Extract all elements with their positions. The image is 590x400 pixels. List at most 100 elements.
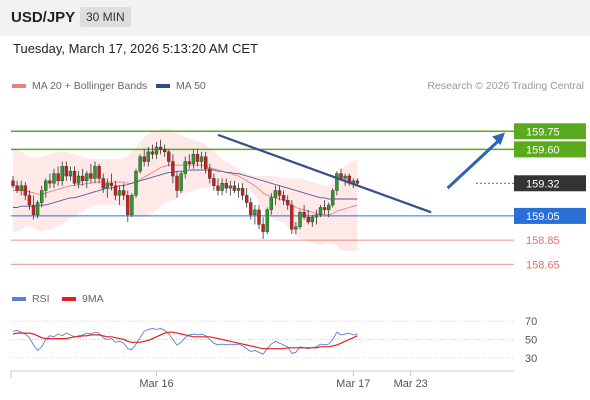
candle (64, 161, 69, 181)
candle (253, 205, 257, 225)
candle-body (257, 209, 261, 225)
candle-body (306, 216, 310, 223)
candle-body (130, 195, 134, 215)
candle-body (158, 146, 163, 150)
candle (306, 209, 310, 225)
candle-body (101, 178, 105, 189)
candle (228, 180, 233, 196)
candle (31, 195, 36, 220)
candle-body (31, 204, 36, 215)
candle-body (93, 166, 97, 179)
candle (142, 149, 146, 167)
candle-body (19, 185, 23, 191)
candle (154, 142, 159, 160)
candle-body (339, 173, 343, 179)
level-label-159-75: 159.75 (526, 126, 560, 138)
candle-body (314, 214, 319, 218)
candle (85, 171, 89, 189)
header-bar: USD/JPY 30 MIN (0, 0, 590, 36)
candle-body (199, 156, 204, 162)
candle (105, 178, 110, 198)
level-label-159-32: 159.32 (526, 178, 560, 190)
candle-body (146, 151, 151, 162)
candle-body (253, 209, 257, 215)
last-price-tag (514, 175, 586, 192)
legend-ma20: MA 20 + Bollinger Bands (12, 80, 147, 92)
candle-body (298, 212, 302, 227)
candle (130, 192, 134, 218)
candle-body (183, 161, 187, 174)
candle-body (52, 173, 56, 184)
forecast-arrow-head (492, 132, 505, 146)
candle-body (212, 178, 216, 186)
candle-body (121, 190, 126, 196)
candle-body (154, 146, 159, 155)
level-label-158-65: 158.65 (526, 259, 560, 271)
candle-body (138, 156, 142, 172)
candle-body (162, 149, 167, 153)
candle-body (175, 175, 179, 191)
rsi-label: RSI (32, 293, 50, 305)
symbol-title: USD/JPY (11, 9, 76, 26)
timeframe-badge[interactable]: 30 MIN (80, 7, 131, 27)
candle (327, 202, 331, 218)
candle-body (15, 185, 19, 191)
candle-body (97, 166, 101, 179)
candle-body (277, 190, 282, 196)
candle (232, 180, 237, 193)
candle-body (171, 161, 175, 177)
candle (146, 146, 151, 167)
candle-body (249, 202, 253, 215)
ma20-label: MA 20 + Bollinger Bands (32, 80, 148, 92)
candle (56, 166, 60, 186)
candle-body (105, 183, 110, 189)
candle (158, 139, 163, 155)
candle (212, 173, 216, 191)
candle (265, 207, 269, 235)
candle (314, 209, 319, 225)
candle (68, 166, 73, 181)
candle-body (40, 190, 44, 203)
candle (162, 144, 167, 157)
candle (76, 171, 81, 189)
candle-body (302, 212, 306, 218)
candle (97, 163, 101, 184)
candle (203, 151, 208, 174)
candle (286, 195, 290, 210)
candle (281, 190, 286, 206)
candle (199, 151, 204, 169)
bollinger-band (13, 128, 358, 251)
forecast-arrow-shaft (446, 137, 503, 190)
candle-body (335, 173, 339, 191)
candle-body (318, 207, 323, 215)
candle-body (269, 197, 273, 211)
candle-body (261, 224, 265, 232)
candle (113, 180, 118, 201)
candle (224, 178, 228, 193)
rsi-tick-30: 30 (525, 353, 537, 365)
candle-body (60, 166, 64, 182)
candle-body (322, 207, 327, 211)
candle (40, 185, 44, 208)
rsi-ma9-line (12, 331, 358, 350)
candle (27, 190, 32, 210)
level-tag-159-05 (514, 207, 586, 224)
candle-body (179, 173, 183, 191)
candle (195, 149, 200, 167)
candle-body (273, 190, 278, 198)
candle (322, 200, 327, 215)
candle (249, 197, 253, 220)
candle (23, 182, 27, 201)
candle (294, 221, 298, 235)
candle-body (126, 195, 130, 215)
candle-body (216, 185, 220, 191)
candle (117, 185, 122, 206)
candle (191, 149, 196, 169)
candle-body (286, 199, 290, 206)
candle (60, 161, 64, 186)
candle (179, 171, 183, 193)
candle (310, 214, 314, 227)
candle-body (85, 173, 89, 182)
candle (11, 176, 15, 189)
